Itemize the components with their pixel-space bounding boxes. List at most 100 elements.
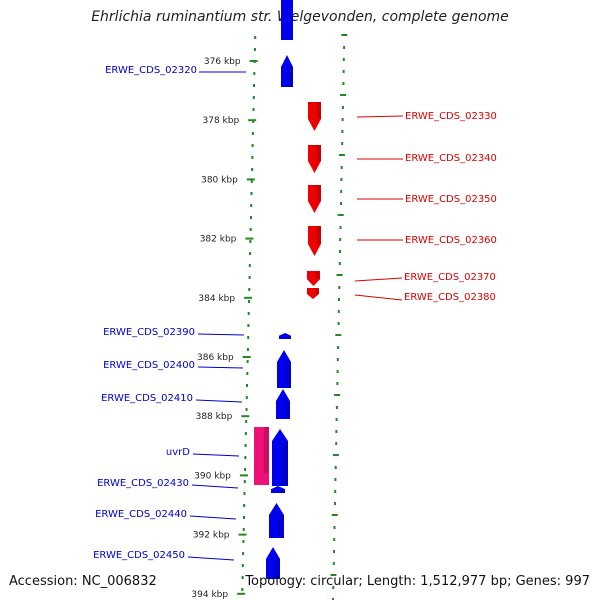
- gc-dot: [341, 130, 344, 133]
- gc-dot: [248, 276, 251, 279]
- gene-label-leader: [192, 453, 240, 457]
- gc-dot: [332, 454, 339, 456]
- gene-label: ERWE_CDS_02340: [405, 153, 497, 164]
- gc-dot: [334, 478, 337, 481]
- gene-arrow-shade: [316, 226, 321, 244]
- scale-tick: [245, 237, 254, 240]
- gene-arrow-shade: [280, 489, 285, 493]
- gene-features: [254, 0, 321, 579]
- gene-arrow-shade: [316, 102, 321, 119]
- gc-dot: [241, 564, 244, 567]
- gene-label: ERWE_CDS_02410: [101, 393, 193, 404]
- gc-dot: [340, 202, 342, 205]
- scale-tick: [248, 119, 257, 122]
- gc-dot: [332, 586, 335, 589]
- gc-dot: [342, 58, 345, 61]
- gc-dot: [332, 598, 334, 600]
- gene-label: ERWE_CDS_02430: [97, 478, 189, 489]
- gc-dot: [340, 178, 343, 181]
- gc-dot: [336, 370, 339, 373]
- gc-dot: [246, 360, 249, 363]
- gene-arrow-shade: [285, 401, 290, 419]
- gc-dot: [338, 154, 345, 156]
- gc-dot: [334, 502, 336, 505]
- gene-arrow-shade: [315, 271, 320, 280]
- gc-dot: [252, 108, 255, 111]
- gc-dot: [334, 490, 337, 493]
- gene-arrow-shade: [282, 441, 288, 486]
- gene-label: ERWE_CDS_02360: [405, 235, 497, 246]
- gene-arrow-shade: [314, 288, 319, 295]
- gc-dot: [338, 298, 340, 301]
- gc-dot: [335, 430, 338, 433]
- gc-dot: [244, 456, 247, 459]
- gc-dot: [243, 480, 246, 483]
- gc-dot: [340, 166, 343, 169]
- gc-dot: [244, 432, 247, 435]
- gc-dot: [242, 540, 245, 543]
- gc-dot: [251, 168, 254, 171]
- gc-dot: [248, 288, 251, 291]
- gc-dot: [337, 322, 340, 325]
- gene-label: ERWE_CDS_02330: [405, 111, 497, 122]
- gc-dot: [337, 310, 340, 313]
- kbp-scale: 376 kbp 378 kbp 380 kbp 382 kbp 384 kbp 386 k…: [191, 57, 258, 600]
- gc-content-dots: [241, 34, 348, 600]
- gene-label: uvrD: [166, 447, 190, 458]
- gene-arrow-shade: [263, 427, 269, 473]
- gc-dot: [246, 372, 249, 375]
- gc-dot: [339, 250, 341, 253]
- gc-dot: [250, 216, 252, 219]
- scale-tick: [241, 415, 250, 418]
- gc-dot: [340, 190, 343, 193]
- scale-tick-label: 376 kbp: [204, 57, 241, 67]
- gc-dot: [341, 34, 348, 36]
- gene-arrow-shade: [286, 362, 291, 388]
- gene-arrow-shade: [286, 335, 291, 339]
- gene-label-leader: [189, 515, 237, 520]
- gc-dot: [335, 334, 342, 336]
- gc-dot: [343, 46, 346, 49]
- gc-dot: [250, 192, 253, 195]
- gene-arrow-shade: [316, 145, 321, 161]
- gc-dot: [247, 324, 250, 327]
- gc-dot: [334, 466, 337, 469]
- gc-dot: [243, 516, 245, 519]
- gc-dot: [249, 228, 252, 231]
- gc-dot: [342, 82, 345, 85]
- gc-dot: [250, 180, 253, 183]
- gc-dot: [339, 238, 342, 241]
- gc-dot: [337, 214, 344, 216]
- scale-tick: [237, 592, 246, 595]
- gc-dot: [253, 84, 255, 87]
- scale-tick-label: 388 kbp: [196, 412, 233, 422]
- gc-dot: [245, 408, 248, 411]
- gc-dot: [244, 468, 247, 471]
- scale-tick-label: 384 kbp: [198, 294, 235, 304]
- gc-dot: [335, 406, 338, 409]
- scale-tick-label: 392 kbp: [193, 531, 230, 541]
- gene-label-leader: [356, 115, 404, 118]
- gc-dot: [338, 262, 341, 265]
- gc-dot: [252, 120, 255, 123]
- gc-dot: [334, 394, 341, 396]
- gc-dot: [341, 142, 344, 145]
- gene-label-leader: [191, 484, 239, 489]
- gc-dot: [243, 504, 246, 507]
- map-title: Ehrlichia ruminantium str. Welgevonden, …: [91, 9, 509, 25]
- scale-tick: [239, 474, 248, 477]
- scale-tick-label: 390 kbp: [194, 471, 231, 481]
- gene-labels: ERWE_CDS_02320 ERWE_CDS_02330 ERWE_CDS_023…: [93, 65, 497, 561]
- gc-dot: [246, 348, 249, 351]
- gene-label-leader: [354, 294, 403, 301]
- gc-dot: [332, 562, 335, 565]
- gene-arrow-shade: [288, 67, 293, 87]
- gene-label: ERWE_CDS_02440: [95, 509, 187, 520]
- gc-dot: [241, 576, 244, 579]
- gc-dot: [251, 144, 254, 147]
- gc-dot: [252, 96, 255, 99]
- topology-text: Topology: circular; Length: 1,512,977 bp…: [245, 574, 590, 589]
- gc-dot: [245, 420, 248, 423]
- gene-label-leader: [197, 333, 245, 336]
